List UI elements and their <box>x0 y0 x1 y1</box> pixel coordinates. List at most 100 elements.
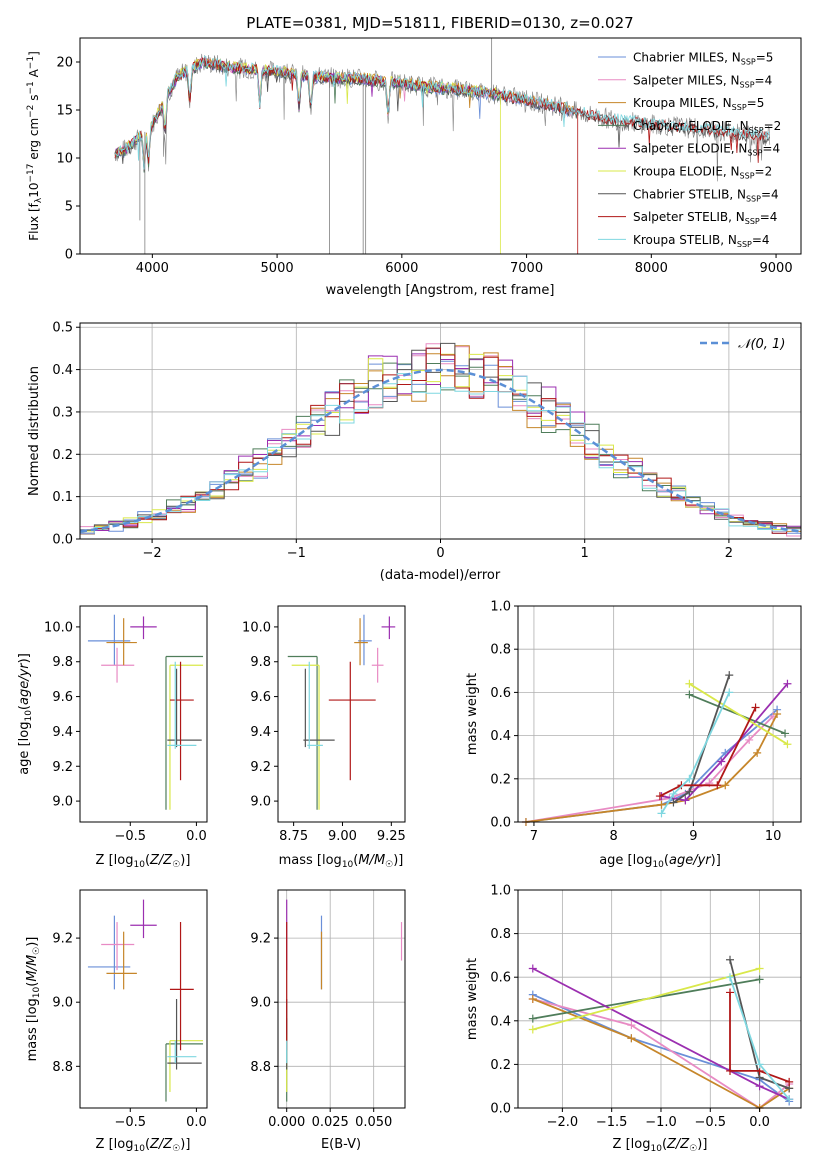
mw-age-xlabel: age [log10(age/yr)] <box>599 853 721 870</box>
kroupa_miles-weight-marker <box>627 1034 636 1043</box>
y-tick-label: 0.4 <box>52 363 73 378</box>
y-tick-label: 0.6 <box>490 686 511 701</box>
kroupa_miles-weight-marker <box>773 710 782 718</box>
chabrier_stelib-weight-marker <box>726 955 735 964</box>
y-tick-label: 0.1 <box>52 490 73 505</box>
y-tick-label: 9.4 <box>250 725 271 740</box>
x-tick-label: 1 <box>581 546 589 561</box>
kroupa_stelib-weight-marker <box>755 1060 764 1069</box>
y-tick-label: 8.8 <box>250 1060 271 1075</box>
y-tick-label: 0.8 <box>490 927 511 942</box>
y-tick-label: 8.8 <box>52 1060 73 1075</box>
age-vs-mass-panel: mass [log10(M/M☉)] 8.75 9.00 9.25 9.0 9.2 9.4… <box>242 605 406 870</box>
y-tick-label: 5 <box>65 200 73 215</box>
kroupa_elodie-weight-marker <box>755 964 764 973</box>
salpeter_miles-legend-label: Salpeter MILES, NSSP=4 <box>633 73 772 89</box>
kroupa_elodie-weight-line <box>688 683 788 745</box>
salpeter_stelib-model-line <box>114 56 770 168</box>
x-tick-label: 0.0 <box>186 829 207 844</box>
figure-title: PLATE=0381, MJD=51811, FIBERID=0130, z=0… <box>246 14 633 32</box>
x-tick-label: 4000 <box>136 261 169 276</box>
kroupa_miles-weight-marker <box>721 781 730 790</box>
kroupa_elodie-legend-label: Kroupa ELODIE, NSSP=2 <box>633 165 772 181</box>
mass-ebv-xlabel: E(B-V) <box>321 1137 361 1152</box>
x-tick-label: 9000 <box>760 261 793 276</box>
mass-z-xlabel: Z [log10(Z/Z☉)] <box>96 1137 191 1154</box>
y-tick-label: 9.0 <box>52 996 73 1011</box>
kroupa_stelib-legend-label: Kroupa STELIB, NSSP=4 <box>633 233 770 249</box>
kroupa_miles-weight-marker <box>657 800 666 809</box>
mw-z-ylabel: mass weight <box>465 958 480 1040</box>
y-tick-label: 0.0 <box>490 1102 511 1117</box>
x-tick-label: 0.0 <box>186 1115 207 1130</box>
y-tick-label: 10.0 <box>242 620 271 635</box>
y-tick-label: 9.2 <box>250 760 271 775</box>
x-tick-label: 5000 <box>261 261 294 276</box>
x-tick-label: 10 <box>765 829 782 844</box>
age-z-frame <box>79 605 208 823</box>
age-z-xlabel: Z [log10(Z/Z☉)] <box>96 853 191 870</box>
salpeter_elodie-weight-marker <box>717 757 726 766</box>
y-tick-label: 10 <box>56 152 73 167</box>
mw-z-xlabel: Z [log10(Z/Z☉)] <box>613 1137 708 1154</box>
x-tick-label: 9 <box>689 829 697 844</box>
kroupa_stelib-weight-line <box>660 692 731 814</box>
x-tick-label: 7 <box>530 829 538 844</box>
chabrier_stelib-weight-marker <box>669 798 678 807</box>
y-tick-label: 0.5 <box>52 321 73 336</box>
y-tick-label: 0.2 <box>490 772 511 787</box>
age-mass-frame <box>277 605 406 823</box>
y-tick-label: 0.4 <box>490 729 511 744</box>
residual-histograms <box>80 342 801 537</box>
salpeter_stelib-weight-marker <box>751 703 760 712</box>
y-tick-label: 0.3 <box>52 405 73 420</box>
spectrum-lines <box>114 38 771 254</box>
salpeter_stelib-weight-marker <box>655 792 664 801</box>
mass-vs-metallicity-panel: Z [log10(Z/Z☉)] mass [log10(M/M☉)] −0.5 0… <box>25 889 208 1154</box>
x-tick-label: 9.25 <box>377 829 406 844</box>
y-tick-label: 0.4 <box>490 1014 511 1029</box>
kroupa_stelib-weight-marker <box>657 809 666 818</box>
y-tick-label: 9.8 <box>250 655 271 670</box>
kroupa_elodie-weight-marker <box>783 740 792 749</box>
kroupa_elodie-weight-marker <box>685 679 694 688</box>
kroupa_stelib-weight-marker <box>669 789 678 798</box>
salpeter_stelib-residual-hist <box>80 347 801 534</box>
salpeter_stelib-weight-marker <box>726 1066 735 1075</box>
mw-z-frame <box>517 889 802 1109</box>
y-tick-label: 0.0 <box>52 533 73 548</box>
x-tick-label: 0.050 <box>355 1115 392 1130</box>
salpeter_stelib-legend-label: Salpeter STELIB, NSSP=4 <box>633 210 777 226</box>
y-tick-label: 0.2 <box>490 1058 511 1073</box>
x-tick-label: −1.5 <box>596 1115 628 1130</box>
chabrier_stelib-legend-label: Chabrier STELIB, NSSP=4 <box>633 187 779 203</box>
y-tick-label: 9.6 <box>52 690 73 705</box>
y-tick-label: 20 <box>56 56 73 71</box>
x-tick-label: 0.0 <box>749 1115 770 1130</box>
y-tick-label: 10.0 <box>44 620 73 635</box>
kroupa_miles-weight-marker <box>528 995 537 1003</box>
spectrum-panel: PLATE=0381, MJD=51811, FIBERID=0130, z=0… <box>26 14 802 298</box>
x-tick-label: 8 <box>610 829 618 844</box>
y-tick-label: 9.6 <box>250 690 271 705</box>
x-tick-label: 6000 <box>385 261 418 276</box>
y-tick-label: 9.0 <box>52 795 73 810</box>
y-tick-label: 9.8 <box>52 655 73 670</box>
y-tick-label: 1.0 <box>490 884 511 899</box>
residuals-legend: 𝒩(0, 1) <box>700 337 785 352</box>
salpeter_elodie-weight-marker <box>681 796 690 805</box>
chabrier_elodie-weight-marker <box>781 729 790 738</box>
spectrum-legend: Chabrier MILES, NSSP=5 Salpeter MILES, NS… <box>598 51 781 249</box>
residuals-ylabel: Normed distribution <box>27 366 42 496</box>
salpeter_elodie-weight-marker <box>528 964 537 973</box>
age-mass-xlabel: mass [log10(M/M☉)] <box>279 853 404 870</box>
residuals-xlabel: (data-model)/error <box>380 568 501 583</box>
salpeter_elodie-weight-marker <box>783 679 792 688</box>
kroupa_stelib-weight-marker <box>726 973 735 982</box>
x-tick-label: 8.75 <box>279 829 308 844</box>
x-tick-label: −2 <box>143 546 162 561</box>
kroupa_stelib-model-line <box>114 55 770 170</box>
spectrum-xlabel: wavelength [Angstrom, rest frame] <box>326 283 555 298</box>
x-tick-label: 0.000 <box>268 1115 305 1130</box>
